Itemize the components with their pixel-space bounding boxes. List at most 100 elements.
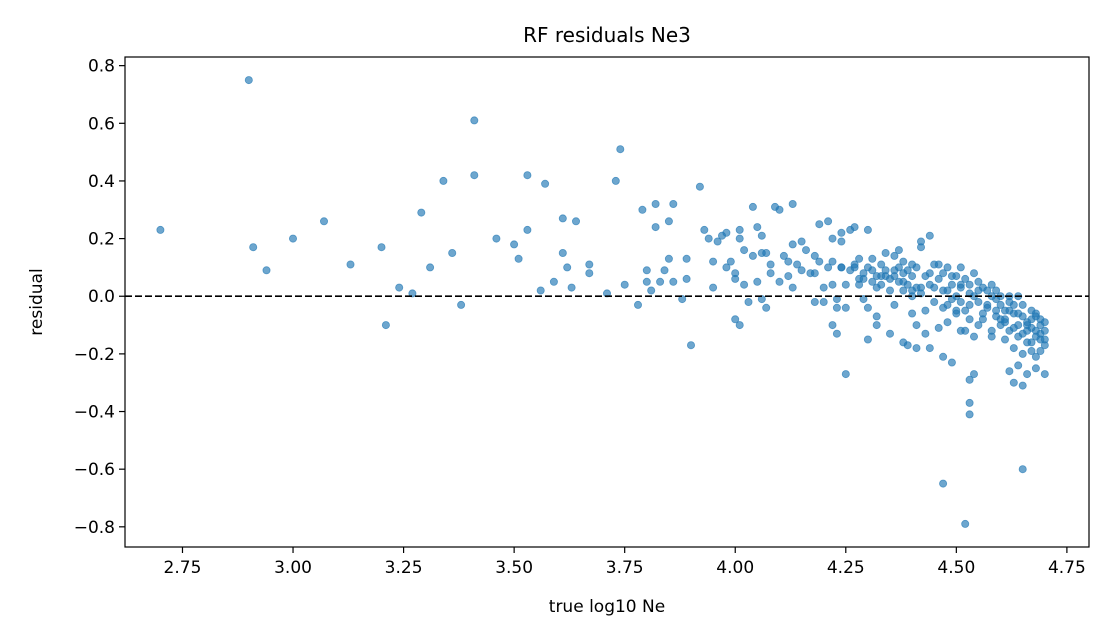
y-tick-label: 0.4 [88,172,115,192]
data-point [793,260,802,269]
data-point [978,315,987,324]
data-point [1031,364,1040,373]
data-point [735,225,744,234]
data-point [1009,300,1018,309]
data-point [832,329,841,338]
data-point [381,321,390,330]
x-tick-label: 2.75 [164,558,202,578]
plot-frame [124,56,1090,548]
data-point [642,266,651,275]
data-point [288,234,297,243]
x-tick-label: 4.25 [827,558,865,578]
data-point [921,306,930,315]
data-point [1005,306,1014,315]
data-point [987,332,996,341]
data-point [731,269,740,278]
data-point [678,295,687,304]
data-point [563,263,572,272]
data-point [970,332,979,341]
data-point [408,289,417,298]
y-tick-label: 0.0 [88,287,115,307]
data-point [682,254,691,263]
data-point [664,217,673,226]
data-point [810,269,819,278]
chart-title: RF residuals Ne3 [523,23,691,47]
data-point [1031,352,1040,361]
data-point [868,266,877,275]
data-point [956,297,965,306]
data-point [669,199,678,208]
data-point [828,321,837,330]
data-point [319,217,328,226]
data-point [651,223,660,232]
data-point [762,248,771,257]
data-point [669,277,678,286]
data-point [815,257,824,266]
data-point [824,217,833,226]
y-axis: −0.8 −0.6 −0.4 −0.2 0.0 0.2 0.4 0.6 0.8 [74,57,125,538]
data-point [700,225,709,234]
data-point [1040,318,1049,327]
data-point [611,176,620,185]
data-point [886,329,895,338]
data-point [156,225,165,234]
data-point [1001,335,1010,344]
data-point [775,205,784,214]
data-point [585,260,594,269]
data-point [1023,321,1032,330]
data-point [925,344,934,353]
data-point [899,286,908,295]
x-tick-label: 4.00 [716,558,754,578]
data-point [917,283,926,292]
data-point [841,370,850,379]
data-point [788,199,797,208]
data-point [855,254,864,263]
data-point [965,375,974,384]
data-point [784,272,793,281]
data-point [943,300,952,309]
data-point [970,370,979,379]
data-point [766,269,775,278]
data-point [1018,381,1027,390]
data-point [983,303,992,312]
y-axis-label: residual [27,268,47,335]
data-point [908,260,917,269]
data-point [983,286,992,295]
data-point [934,274,943,283]
data-point [726,257,735,266]
data-point [802,246,811,255]
data-point [1036,346,1045,355]
data-point [925,269,934,278]
data-point [859,295,868,304]
data-point [620,280,629,289]
data-point [572,217,581,226]
data-point [492,234,501,243]
data-point [1031,309,1040,318]
data-point [682,274,691,283]
data-point [819,283,828,292]
data-point [810,297,819,306]
data-point [925,280,934,289]
data-point [824,263,833,272]
data-point [262,266,271,275]
data-point [1014,309,1023,318]
data-point [541,179,550,188]
data-point [695,182,704,191]
data-point [722,228,731,237]
x-axis-label: true log10 Ne [549,597,665,617]
data-point [523,225,532,234]
data-point [868,254,877,263]
data-point [855,280,864,289]
data-point [943,318,952,327]
data-point [872,283,881,292]
data-point [881,248,890,257]
data-point [908,309,917,318]
data-point [346,260,355,269]
x-tick-label: 3.00 [274,558,312,578]
data-point [974,321,983,330]
data-point [974,286,983,295]
data-point [939,479,948,488]
data-point [448,248,457,257]
data-point [775,277,784,286]
data-point [890,300,899,309]
